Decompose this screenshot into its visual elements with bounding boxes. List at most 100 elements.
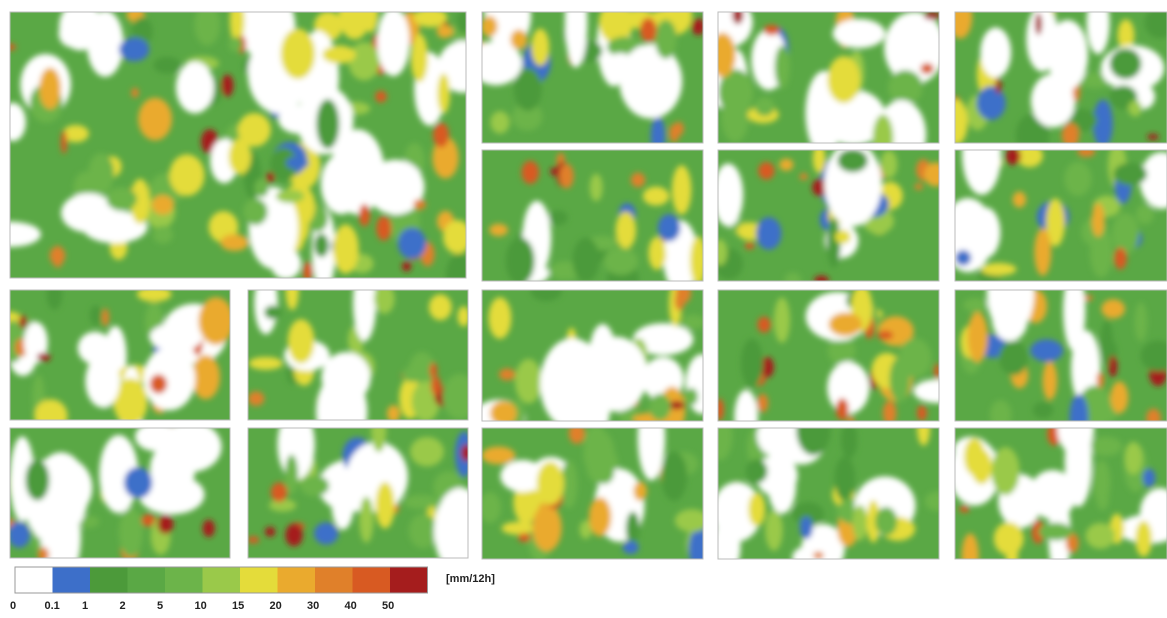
precip-blob xyxy=(661,452,687,502)
precip-blob xyxy=(229,37,243,52)
precip-blob xyxy=(814,276,829,285)
precip-blob xyxy=(489,297,512,339)
precip-blob xyxy=(604,248,638,275)
precip-blob xyxy=(194,4,220,46)
precip-blob xyxy=(532,504,561,551)
precip-blob xyxy=(375,91,387,103)
precip-blob xyxy=(827,218,841,268)
precip-blob xyxy=(434,488,487,575)
precip-blob xyxy=(285,524,302,547)
precip-blob xyxy=(573,238,600,282)
precip-blob xyxy=(980,28,1011,78)
precip-blob xyxy=(649,394,671,421)
precip-blob xyxy=(549,210,568,225)
precip-blob xyxy=(1111,381,1129,413)
precip-blob xyxy=(655,20,677,59)
precip-blob xyxy=(429,294,452,320)
precip-blob xyxy=(490,401,517,426)
precip-blob xyxy=(748,492,765,526)
precip-blob xyxy=(531,29,549,66)
precip-blob xyxy=(88,153,114,194)
precip-blob xyxy=(669,401,685,410)
precip-blob xyxy=(962,533,979,578)
precip-blob xyxy=(1143,468,1156,487)
map-field xyxy=(479,396,712,571)
precip-blob xyxy=(1136,204,1154,224)
precip-blob xyxy=(889,357,910,402)
map-panel xyxy=(479,396,712,571)
colorbar-tick-label: 0 xyxy=(10,600,16,612)
colorbar-swatch xyxy=(315,567,353,593)
precip-blob xyxy=(61,130,67,154)
precip-blob xyxy=(616,212,636,249)
precip-blob xyxy=(254,178,268,197)
precip-blob xyxy=(745,242,755,249)
map-panel xyxy=(248,265,478,452)
precip-blob xyxy=(203,520,215,537)
precip-blob xyxy=(1047,20,1088,90)
precip-blob xyxy=(414,8,448,27)
precip-blob xyxy=(199,297,234,344)
precip-blob xyxy=(176,62,214,114)
colorbar-swatch xyxy=(53,567,91,593)
precip-blob xyxy=(959,505,969,512)
colorbar-tick-label: 1 xyxy=(82,600,88,612)
precip-blob xyxy=(119,508,143,558)
precip-blob xyxy=(920,63,933,74)
colorbar-tick-label: 50 xyxy=(382,600,394,612)
map-panel xyxy=(708,405,950,575)
map-panel xyxy=(944,0,1167,157)
precip-blob xyxy=(833,19,886,48)
precip-blob xyxy=(0,103,26,141)
precip-blob xyxy=(288,319,315,363)
map-panels xyxy=(0,0,1167,582)
precip-blob xyxy=(442,374,477,420)
colorbar-tick-label: 2 xyxy=(120,600,126,612)
precip-blob xyxy=(1146,409,1161,428)
precip-blob xyxy=(779,159,793,171)
precip-blob xyxy=(836,398,849,420)
precip-blob xyxy=(482,447,516,465)
map-field xyxy=(701,0,945,170)
precip-blob xyxy=(623,541,639,554)
precip-blob xyxy=(150,323,203,351)
precip-blob xyxy=(192,355,220,399)
map-panel xyxy=(715,285,961,443)
precip-blob xyxy=(990,400,1012,429)
precip-blob xyxy=(669,124,679,142)
precip-blob xyxy=(967,312,987,362)
precip-blob xyxy=(1064,162,1091,196)
precip-blob xyxy=(991,447,1019,495)
precip-blob xyxy=(481,16,497,37)
colorbar-tick-label: 5 xyxy=(157,600,163,612)
precip-blob xyxy=(829,313,862,337)
precip-blob xyxy=(443,220,471,254)
precip-blob xyxy=(914,379,961,403)
precip-blob xyxy=(1114,163,1148,185)
precip-blob xyxy=(153,57,180,74)
precip-blob xyxy=(834,457,855,501)
map-field xyxy=(708,405,950,575)
precip-blob xyxy=(584,425,608,464)
precip-blob xyxy=(1093,460,1111,504)
colorbar-tick-label: 15 xyxy=(232,600,244,612)
precip-blob xyxy=(106,187,137,210)
precip-blob xyxy=(19,315,27,328)
precip-blob xyxy=(569,423,585,444)
precip-blob xyxy=(1035,13,1042,35)
precip-blob xyxy=(376,216,391,241)
precip-blob xyxy=(265,527,276,537)
precip-blob xyxy=(1110,48,1142,79)
colorbar-swatch xyxy=(165,567,203,593)
precip-blob xyxy=(732,5,743,24)
page: 00.1125101520304050 [mm/12h] (() => { co… xyxy=(0,0,1167,618)
precip-blob xyxy=(124,467,152,498)
figure: 00.1125101520304050 [mm/12h] xyxy=(0,0,1167,613)
precip-blob xyxy=(153,226,173,244)
precip-blob xyxy=(249,357,283,370)
map-panel xyxy=(5,422,230,583)
precip-blob xyxy=(813,552,823,559)
precip-blob xyxy=(590,174,603,202)
precip-blob xyxy=(715,398,724,420)
map-field xyxy=(715,285,961,443)
